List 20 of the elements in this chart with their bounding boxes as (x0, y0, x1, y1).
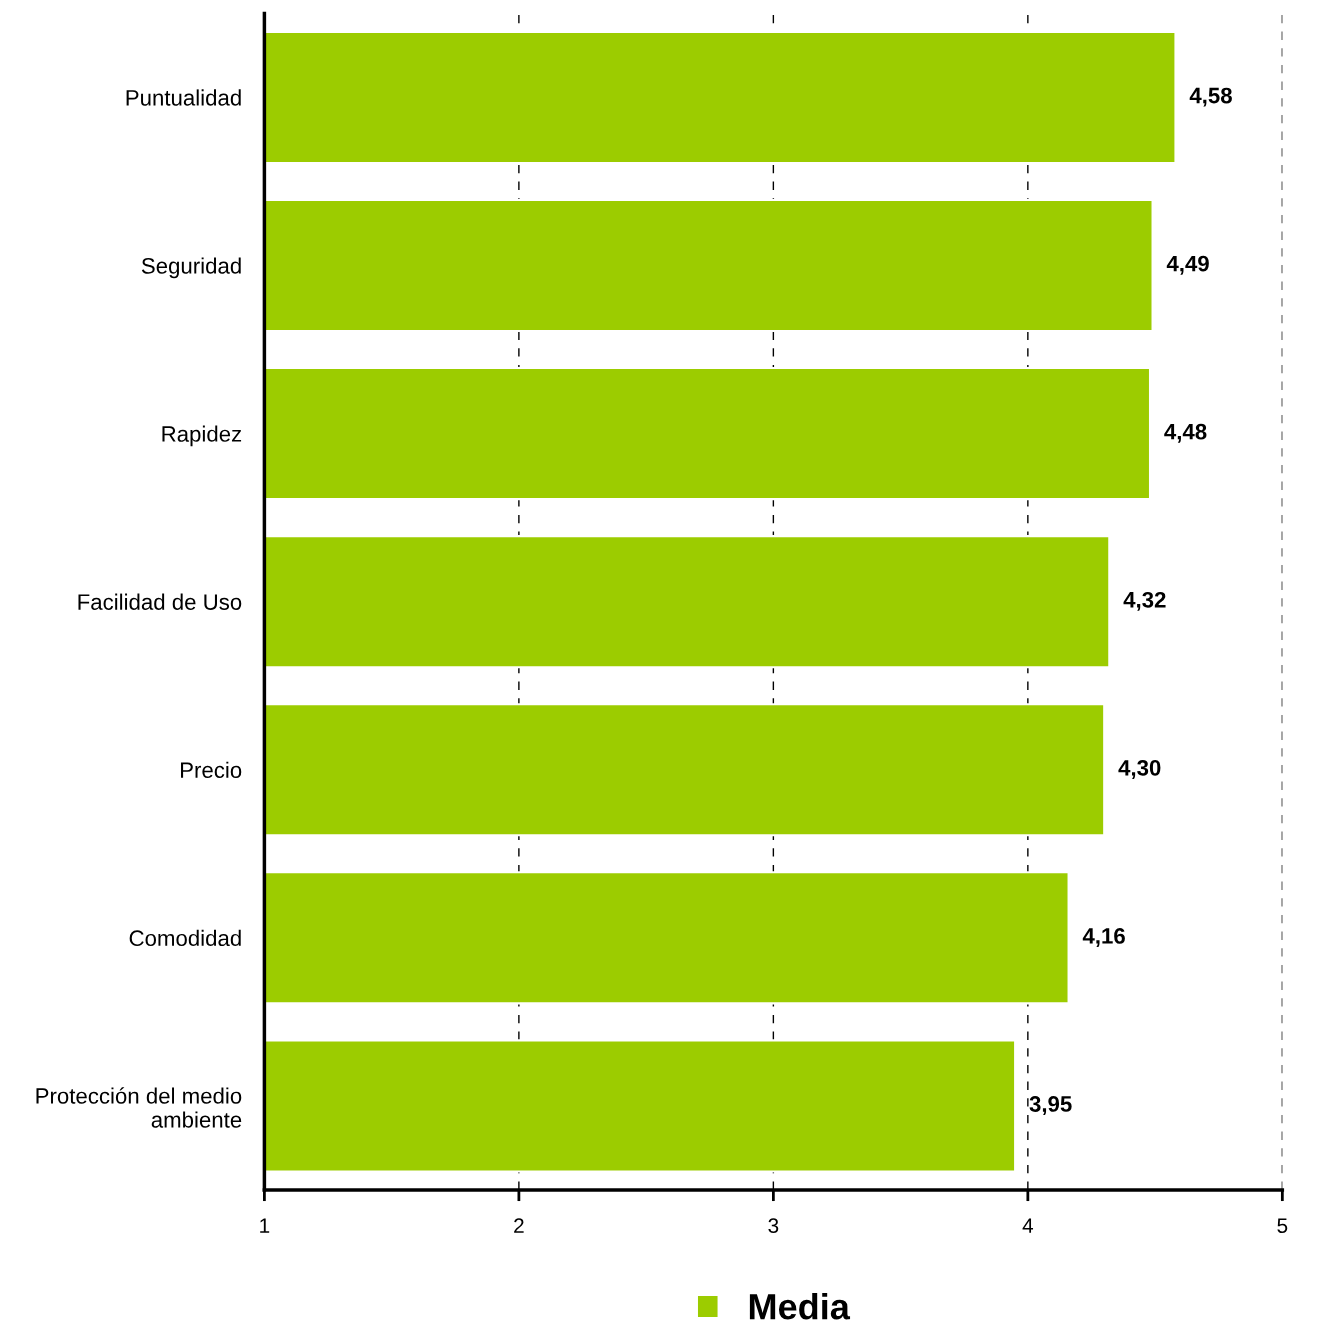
x-tick-label: 5 (1277, 1218, 1288, 1234)
data-label: 4,58 (1189, 87, 1232, 107)
data-label: 4,48 (1164, 423, 1207, 443)
x-tick-label: 3 (768, 1218, 779, 1234)
y-tick-label: Precio (181, 761, 242, 778)
legend-label: Media (749, 1293, 851, 1320)
data-label: 3,95 (1029, 1096, 1072, 1116)
data-label: 4,30 (1118, 759, 1161, 779)
data-label: 4,16 (1082, 928, 1125, 947)
y-tick-label: Seguridad (141, 257, 241, 279)
x-tick-label: 2 (514, 1218, 524, 1233)
y-tick-label: Rapidez (162, 425, 242, 447)
data-label: 4,49 (1166, 255, 1209, 275)
y-tick-label: Protección del medio ambiente (36, 1087, 242, 1128)
data-label: 4,32 (1123, 591, 1166, 611)
x-tick-label: 4 (1022, 1218, 1034, 1233)
y-tick-label: Comodidad (129, 929, 241, 947)
y-tick-label: Facilidad de Uso (78, 593, 242, 610)
x-tick-label: 1 (260, 1218, 270, 1233)
y-tick-label: Puntualidad (126, 89, 241, 106)
